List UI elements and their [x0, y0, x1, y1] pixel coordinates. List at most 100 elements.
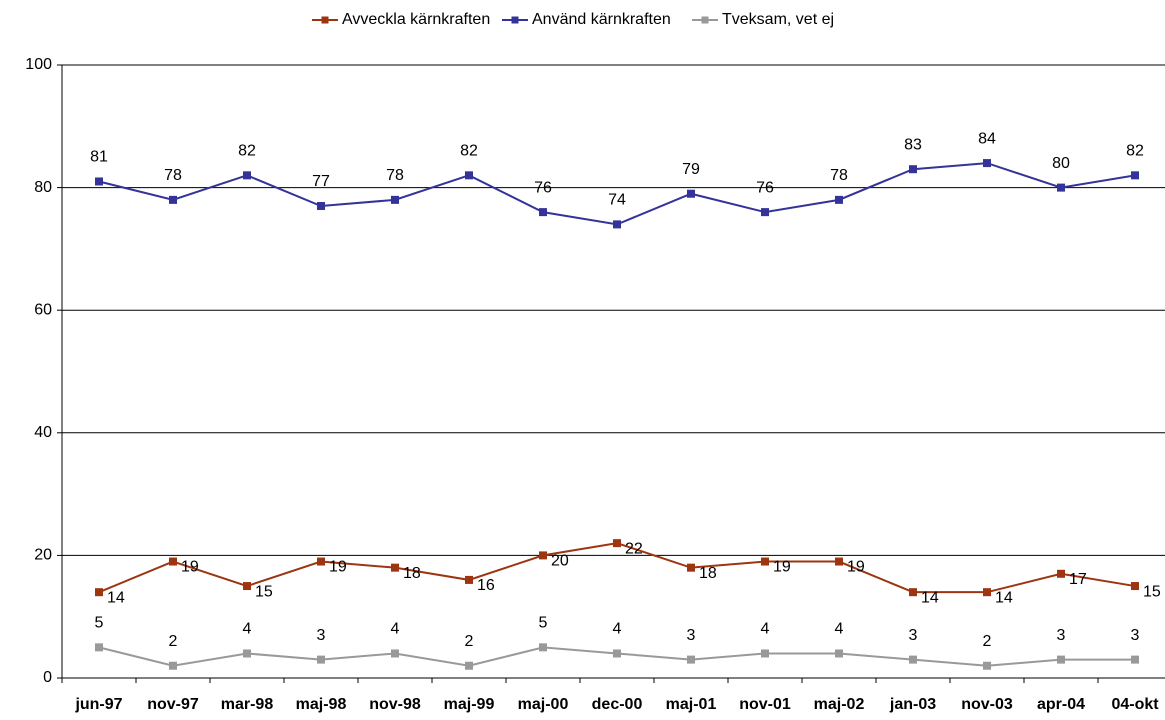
data-label: 4	[391, 621, 400, 638]
data-label: 78	[164, 167, 182, 184]
point-marker	[243, 649, 251, 658]
data-label: 4	[761, 621, 770, 638]
data-label: 79	[682, 161, 700, 178]
y-tick-label: 0	[43, 669, 52, 686]
point-marker	[983, 588, 991, 597]
point-marker	[169, 661, 177, 670]
data-label: 80	[1052, 155, 1070, 172]
point-marker	[1057, 569, 1065, 578]
legend-label: Använd kärnkraften	[532, 11, 671, 28]
data-label: 14	[107, 589, 125, 606]
point-marker	[95, 643, 103, 652]
data-label: 15	[255, 583, 273, 600]
y-tick-label: 40	[34, 424, 52, 441]
x-tick-label: jun-97	[74, 696, 122, 713]
data-label: 77	[312, 173, 330, 190]
data-label: 20	[551, 553, 569, 570]
point-marker	[687, 563, 695, 572]
data-label: 14	[921, 589, 939, 606]
point-marker	[1131, 655, 1139, 664]
y-tick-label: 80	[34, 179, 52, 196]
x-tick-label: maj-99	[444, 696, 495, 713]
legend-marker	[321, 16, 329, 24]
data-label: 4	[243, 621, 252, 638]
point-marker	[1057, 183, 1065, 192]
point-marker	[95, 177, 103, 186]
point-marker	[169, 557, 177, 566]
legend-label: Avveckla kärnkraften	[342, 11, 490, 28]
point-marker	[909, 165, 917, 174]
point-marker	[1131, 582, 1139, 591]
point-marker	[243, 582, 251, 591]
data-label: 81	[90, 149, 108, 166]
data-label: 3	[1131, 627, 1140, 644]
data-label: 19	[329, 559, 347, 576]
point-marker	[983, 661, 991, 670]
data-label: 4	[613, 621, 622, 638]
x-tick-label: maj-01	[666, 696, 717, 713]
point-marker	[1057, 655, 1065, 664]
data-label: 17	[1069, 571, 1087, 588]
x-tick-label: nov-01	[739, 696, 791, 713]
point-marker	[391, 563, 399, 572]
data-label: 19	[847, 559, 865, 576]
data-label: 2	[169, 633, 178, 650]
x-tick-label: nov-98	[369, 696, 421, 713]
x-tick-label: dec-00	[592, 696, 643, 713]
point-marker	[613, 649, 621, 658]
point-marker	[539, 208, 547, 217]
point-marker	[539, 643, 547, 652]
point-marker	[1131, 171, 1139, 180]
legend-marker	[701, 16, 709, 24]
x-tick-label: maj-98	[296, 696, 347, 713]
data-label: 74	[608, 192, 626, 209]
data-label: 2	[983, 633, 992, 650]
data-label: 2	[465, 633, 474, 650]
data-label: 78	[830, 167, 848, 184]
x-tick-label: apr-04	[1037, 696, 1085, 713]
point-marker	[835, 195, 843, 204]
data-label: 82	[238, 143, 256, 160]
x-tick-label: 04-okt	[1111, 696, 1159, 713]
point-marker	[983, 159, 991, 168]
point-marker	[761, 649, 769, 658]
point-marker	[761, 208, 769, 217]
data-label: 76	[756, 179, 774, 196]
data-label: 83	[904, 136, 922, 153]
data-label: 5	[539, 615, 548, 632]
point-marker	[169, 195, 177, 204]
point-marker	[465, 575, 473, 584]
point-marker	[317, 655, 325, 664]
data-label: 82	[460, 143, 478, 160]
data-label: 18	[699, 565, 717, 582]
point-marker	[95, 588, 103, 597]
x-tick-label: mar-98	[221, 696, 274, 713]
data-label: 14	[995, 589, 1013, 606]
x-tick-label: maj-02	[814, 696, 865, 713]
point-marker	[835, 557, 843, 566]
point-marker	[391, 649, 399, 658]
data-label: 19	[181, 559, 199, 576]
point-marker	[317, 557, 325, 566]
data-label: 15	[1143, 583, 1161, 600]
point-marker	[317, 201, 325, 210]
x-tick-label: nov-97	[147, 696, 199, 713]
point-marker	[243, 171, 251, 180]
data-label: 18	[403, 565, 421, 582]
point-marker	[465, 661, 473, 670]
y-tick-label: 60	[34, 301, 52, 318]
x-tick-label: maj-00	[518, 696, 569, 713]
y-tick-label: 20	[34, 547, 52, 564]
data-label: 82	[1126, 143, 1144, 160]
x-tick-label: jan-03	[889, 696, 936, 713]
point-marker	[613, 220, 621, 229]
data-label: 22	[625, 540, 643, 557]
data-label: 78	[386, 167, 404, 184]
point-marker	[687, 189, 695, 198]
legend-label: Tveksam, vet ej	[722, 11, 834, 28]
point-marker	[687, 655, 695, 664]
data-label: 84	[978, 130, 996, 147]
point-marker	[835, 649, 843, 658]
point-marker	[539, 551, 547, 560]
data-label: 3	[1057, 627, 1066, 644]
